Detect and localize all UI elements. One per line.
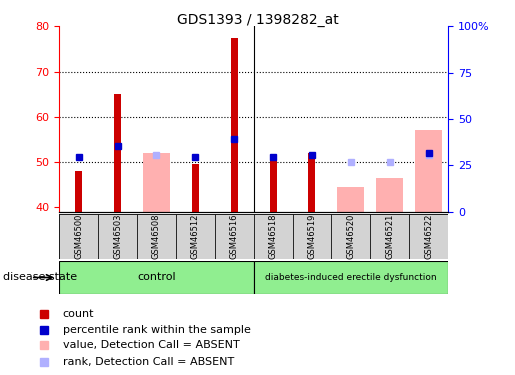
Text: disease state: disease state (3, 273, 77, 282)
Bar (332, 214, 370, 259)
Bar (376, 178, 403, 212)
Bar (114, 94, 121, 212)
Bar (370, 214, 409, 259)
Bar (415, 130, 442, 212)
Text: percentile rank within the sample: percentile rank within the sample (63, 325, 251, 334)
Text: count: count (63, 309, 94, 320)
Text: GSM46500: GSM46500 (74, 214, 83, 259)
Bar (176, 214, 215, 259)
Text: GSM46508: GSM46508 (152, 213, 161, 259)
Text: diabetes-induced erectile dysfunction: diabetes-induced erectile dysfunction (265, 273, 437, 282)
Bar (337, 187, 365, 212)
Text: GSM46520: GSM46520 (347, 214, 355, 259)
Bar (231, 38, 238, 212)
Bar (137, 214, 176, 259)
Text: GSM46518: GSM46518 (269, 213, 278, 259)
Text: GSM46519: GSM46519 (307, 214, 316, 259)
Text: GSM46522: GSM46522 (424, 214, 433, 259)
Bar (215, 214, 253, 259)
Text: GSM46512: GSM46512 (191, 214, 200, 259)
Text: GSM46516: GSM46516 (230, 213, 238, 259)
Bar (409, 214, 448, 259)
Bar (293, 214, 332, 259)
Bar (98, 214, 137, 259)
Bar (59, 261, 253, 294)
Bar (59, 214, 98, 259)
Bar (192, 164, 199, 212)
Bar (253, 214, 293, 259)
Bar (269, 158, 277, 212)
Bar (143, 153, 170, 212)
Text: control: control (137, 273, 176, 282)
Bar (253, 261, 448, 294)
Text: rank, Detection Call = ABSENT: rank, Detection Call = ABSENT (63, 357, 234, 366)
Bar (308, 153, 316, 212)
Text: GSM46521: GSM46521 (385, 214, 394, 259)
Text: value, Detection Call = ABSENT: value, Detection Call = ABSENT (63, 340, 239, 350)
Text: GDS1393 / 1398282_at: GDS1393 / 1398282_at (177, 13, 338, 27)
Text: GSM46503: GSM46503 (113, 213, 122, 259)
Bar (75, 171, 82, 212)
